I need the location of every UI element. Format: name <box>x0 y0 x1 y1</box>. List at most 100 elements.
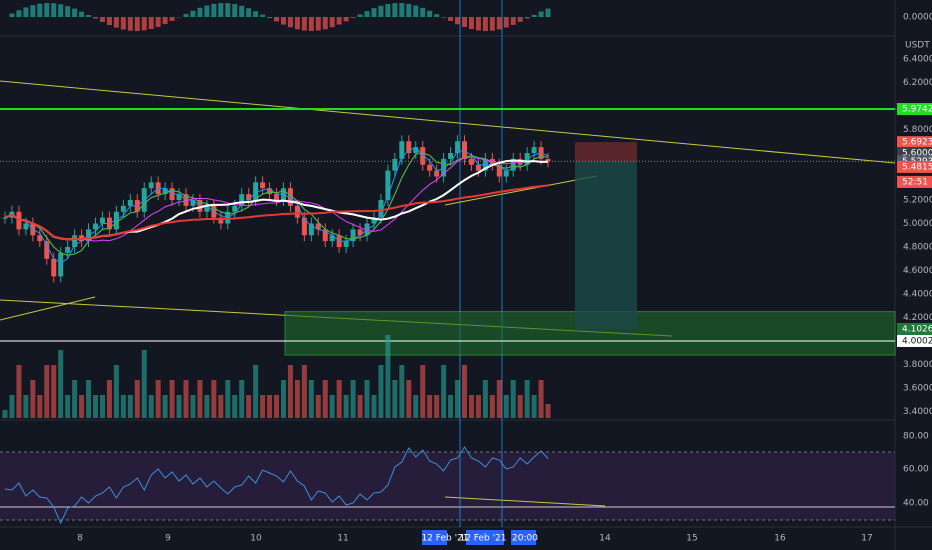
macd-bar <box>120 17 126 30</box>
volume-bar <box>190 395 196 418</box>
volume-bar <box>308 380 314 418</box>
macd-bar <box>58 4 64 17</box>
volume-bar <box>385 335 391 418</box>
candle <box>441 158 447 177</box>
macd-bar <box>503 17 509 28</box>
volume-bar <box>461 365 467 418</box>
macd-bar <box>267 17 273 19</box>
trendline <box>0 296 96 321</box>
candle <box>315 223 321 230</box>
macd-bar <box>427 10 433 17</box>
candle <box>531 147 537 153</box>
macd-bar <box>406 3 412 17</box>
crosshair-label-bg <box>422 530 447 545</box>
volume-bar <box>79 395 85 418</box>
volume-bar <box>120 395 126 418</box>
candle <box>218 217 224 224</box>
volume-bar <box>9 395 15 418</box>
volume-bar <box>503 395 509 418</box>
crosshair-label-bg <box>511 530 536 545</box>
trendline <box>444 175 598 206</box>
macd-bar <box>9 13 15 17</box>
candle <box>51 258 57 277</box>
volume-bar <box>86 380 92 418</box>
date-label: 10 <box>250 534 262 544</box>
volume-bar <box>23 395 29 418</box>
volume-bar <box>93 395 99 418</box>
price-badge <box>897 334 932 347</box>
price-badge-text: 5.6000 <box>902 149 932 159</box>
volume-bar <box>113 365 119 418</box>
macd-bar <box>218 3 224 18</box>
candle <box>113 211 119 230</box>
macd-bar <box>392 3 398 18</box>
macd-bar <box>86 15 92 17</box>
candle <box>434 170 440 177</box>
crosshair-label: 20:00 <box>512 534 538 544</box>
volume-bar <box>218 395 224 418</box>
macd-bar <box>455 17 461 25</box>
volume-bar <box>65 395 71 418</box>
crosshair-label: 12 Feb '21 <box>459 534 506 544</box>
candle <box>44 241 50 259</box>
date-label: 17 <box>861 534 872 544</box>
macd-bar <box>531 14 537 17</box>
macd-bar <box>434 14 440 17</box>
price-badge <box>897 103 932 116</box>
volume-bar <box>44 365 50 418</box>
volume-bar <box>448 395 454 418</box>
volume-bar <box>246 395 252 418</box>
volume-bar <box>455 380 461 418</box>
macd-bar <box>413 5 419 17</box>
macd-bar <box>294 17 300 30</box>
macd-bar <box>30 5 36 17</box>
macd-bar <box>336 17 342 25</box>
volume-bar <box>72 380 78 418</box>
candle <box>23 223 29 230</box>
macd-bar <box>232 4 238 17</box>
candle <box>99 217 105 224</box>
volume-bar <box>406 380 412 418</box>
macd-bar <box>322 17 328 30</box>
volume-bar <box>274 395 280 418</box>
macd-bar <box>134 17 140 31</box>
volume-bar <box>343 395 349 418</box>
volume-bar <box>350 380 356 418</box>
macd-bar <box>468 17 474 30</box>
volume-bar <box>420 365 426 418</box>
candle <box>93 223 99 230</box>
candle <box>357 229 363 236</box>
price-label: 5.8000 <box>903 125 932 135</box>
volume-bar <box>322 380 328 418</box>
macd-bar <box>287 17 293 28</box>
candle <box>65 247 71 253</box>
price-label: 4.6000 <box>903 266 932 276</box>
volume-bar <box>531 395 537 418</box>
macd-bar <box>23 7 29 17</box>
candle <box>406 141 412 153</box>
macd-bar <box>211 3 217 18</box>
rsi-band <box>0 452 895 520</box>
macd-bar <box>106 17 112 26</box>
trendline <box>0 80 896 164</box>
macd-bar <box>538 11 544 17</box>
volume-bar <box>294 380 300 418</box>
volume-bar <box>106 380 112 418</box>
candle <box>322 229 328 242</box>
volume-bar <box>364 380 370 418</box>
volume-bar <box>260 395 266 418</box>
macd-label: 0.0000 <box>903 13 932 23</box>
price-badge-text: 4.0002 <box>902 336 932 346</box>
volume-bar <box>378 365 384 418</box>
macd-bar <box>253 11 259 17</box>
price-label: 4.8000 <box>903 243 932 253</box>
volume-bar <box>489 395 495 418</box>
volume-bar <box>427 395 433 418</box>
candle <box>350 229 356 242</box>
macd-bar <box>308 17 314 31</box>
price-badge <box>897 175 932 188</box>
price-badge-text: 5.9742 <box>902 105 932 115</box>
macd-bar <box>510 17 516 25</box>
candle <box>503 170 509 177</box>
candle <box>294 205 300 218</box>
